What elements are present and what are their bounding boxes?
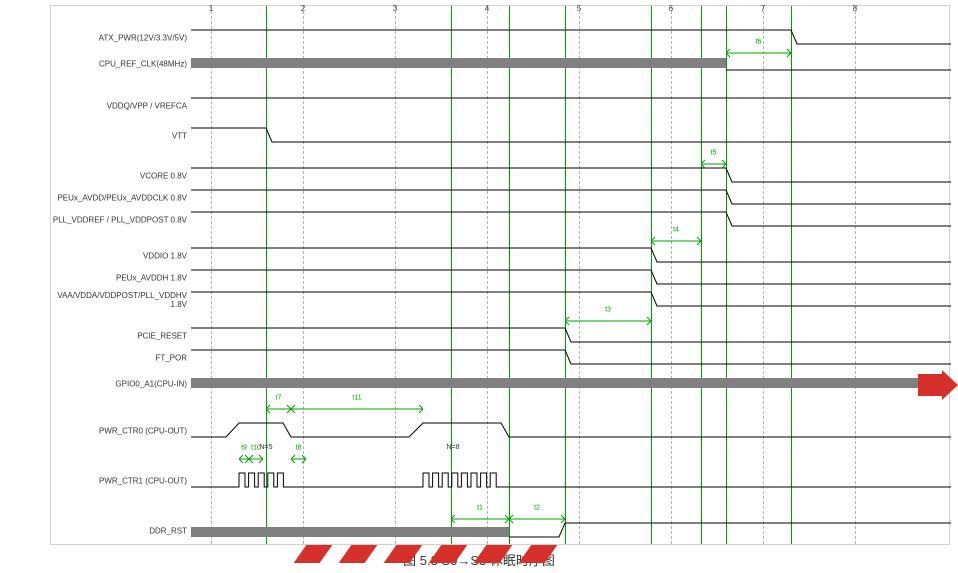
- signal-label: VCORE 0.8V: [140, 172, 187, 181]
- figure-caption: 图 5.3 S0→S3 休眠时序图: [0, 550, 958, 569]
- annotation: N=5: [259, 444, 272, 451]
- signal-track: [191, 374, 951, 394]
- signal-label: ATX_PWR(12V/3.3V/5V): [99, 34, 187, 43]
- signal-track: [191, 28, 951, 48]
- signal-track: [191, 54, 951, 74]
- timing-label: t4: [673, 227, 679, 234]
- signal-label: DDR_RST: [149, 527, 187, 536]
- grid-label: 7: [761, 4, 765, 13]
- signal-track: [191, 290, 951, 310]
- signal-label: PLL_VDDREF / PLL_VDDPOST 0.8V: [53, 216, 187, 225]
- grid-label: 8: [853, 4, 857, 13]
- timing-mark: [266, 401, 291, 411]
- timing-mark: [565, 313, 651, 323]
- grid-label: 4: [485, 4, 489, 13]
- timing-mark: [451, 511, 509, 521]
- signal-label: PWR_CTR1 (CPU-OUT): [99, 477, 187, 486]
- timing-label: t2: [534, 505, 540, 512]
- timing-mark: [509, 511, 565, 521]
- timing-mark: [701, 156, 726, 166]
- signal-label: VDDIO 1.8V: [143, 252, 187, 261]
- timing-mark: [651, 233, 701, 243]
- signal-track: [191, 471, 951, 491]
- signal-label: VTT: [172, 132, 187, 141]
- grid-label: 1: [209, 4, 213, 13]
- timing-mark: [726, 45, 791, 55]
- signal-track: [191, 246, 951, 266]
- timing-label: t3: [605, 307, 611, 314]
- timing-label: t6: [756, 39, 762, 46]
- grid-label: 5: [577, 4, 581, 13]
- signal-label: GPIO0_A1(CPU-IN): [115, 380, 187, 389]
- gpio-bar: [191, 378, 951, 388]
- signal-track: [191, 96, 951, 116]
- timing-label: t7: [276, 395, 282, 402]
- grid-label: 3: [393, 4, 397, 13]
- signal-track: [191, 521, 951, 541]
- signal-track: [191, 348, 951, 368]
- wave-area: 12345678t6t5t4t3t7t11t9t10t8t1t2N=5N=8: [191, 6, 951, 544]
- annotation: N=8: [446, 444, 459, 451]
- timing-mark: [239, 451, 249, 461]
- timing-label: t11: [352, 395, 361, 402]
- signal-label: PCIE_RESET: [137, 332, 187, 341]
- signal-track: [191, 268, 951, 288]
- signal-label: VAA/VDDA/VDDPOST/PLL_VDDHV 1.8V: [51, 291, 187, 309]
- signal-label: PEUx_AVDD/PEUx_AVDDCLK 0.8V: [57, 194, 187, 203]
- timing-mark: [291, 401, 423, 411]
- signal-track: [191, 166, 951, 186]
- timing-label: t9: [241, 445, 247, 452]
- grid-label: 6: [669, 4, 673, 13]
- signal-track: [191, 326, 951, 346]
- timing-label: t1: [477, 505, 483, 512]
- signal-track: [191, 188, 951, 208]
- timing-label: t8: [296, 445, 302, 452]
- signal-track: [191, 210, 951, 230]
- timing-mark: [291, 451, 306, 461]
- signal-label: FT_POR: [155, 354, 187, 363]
- timing-diagram: ATX_PWR(12V/3.3V/5V) CPU_REF_CLK(48MHz) VD…: [50, 5, 950, 545]
- timing-mark: [249, 451, 263, 461]
- signal-label: VDDQ/VPP / VREFCA: [107, 102, 187, 111]
- signal-label: PWR_CTR0 (CPU-OUT): [99, 427, 187, 436]
- grid-label: 2: [301, 4, 305, 13]
- signal-track: [191, 421, 951, 441]
- label-column: ATX_PWR(12V/3.3V/5V) CPU_REF_CLK(48MHz) VD…: [51, 6, 191, 544]
- signal-label: CPU_REF_CLK(48MHz): [99, 60, 187, 69]
- timing-label: t5: [711, 150, 717, 157]
- signal-track: [191, 126, 951, 146]
- signal-label: PEUx_AVDDH 1.8V: [116, 274, 187, 283]
